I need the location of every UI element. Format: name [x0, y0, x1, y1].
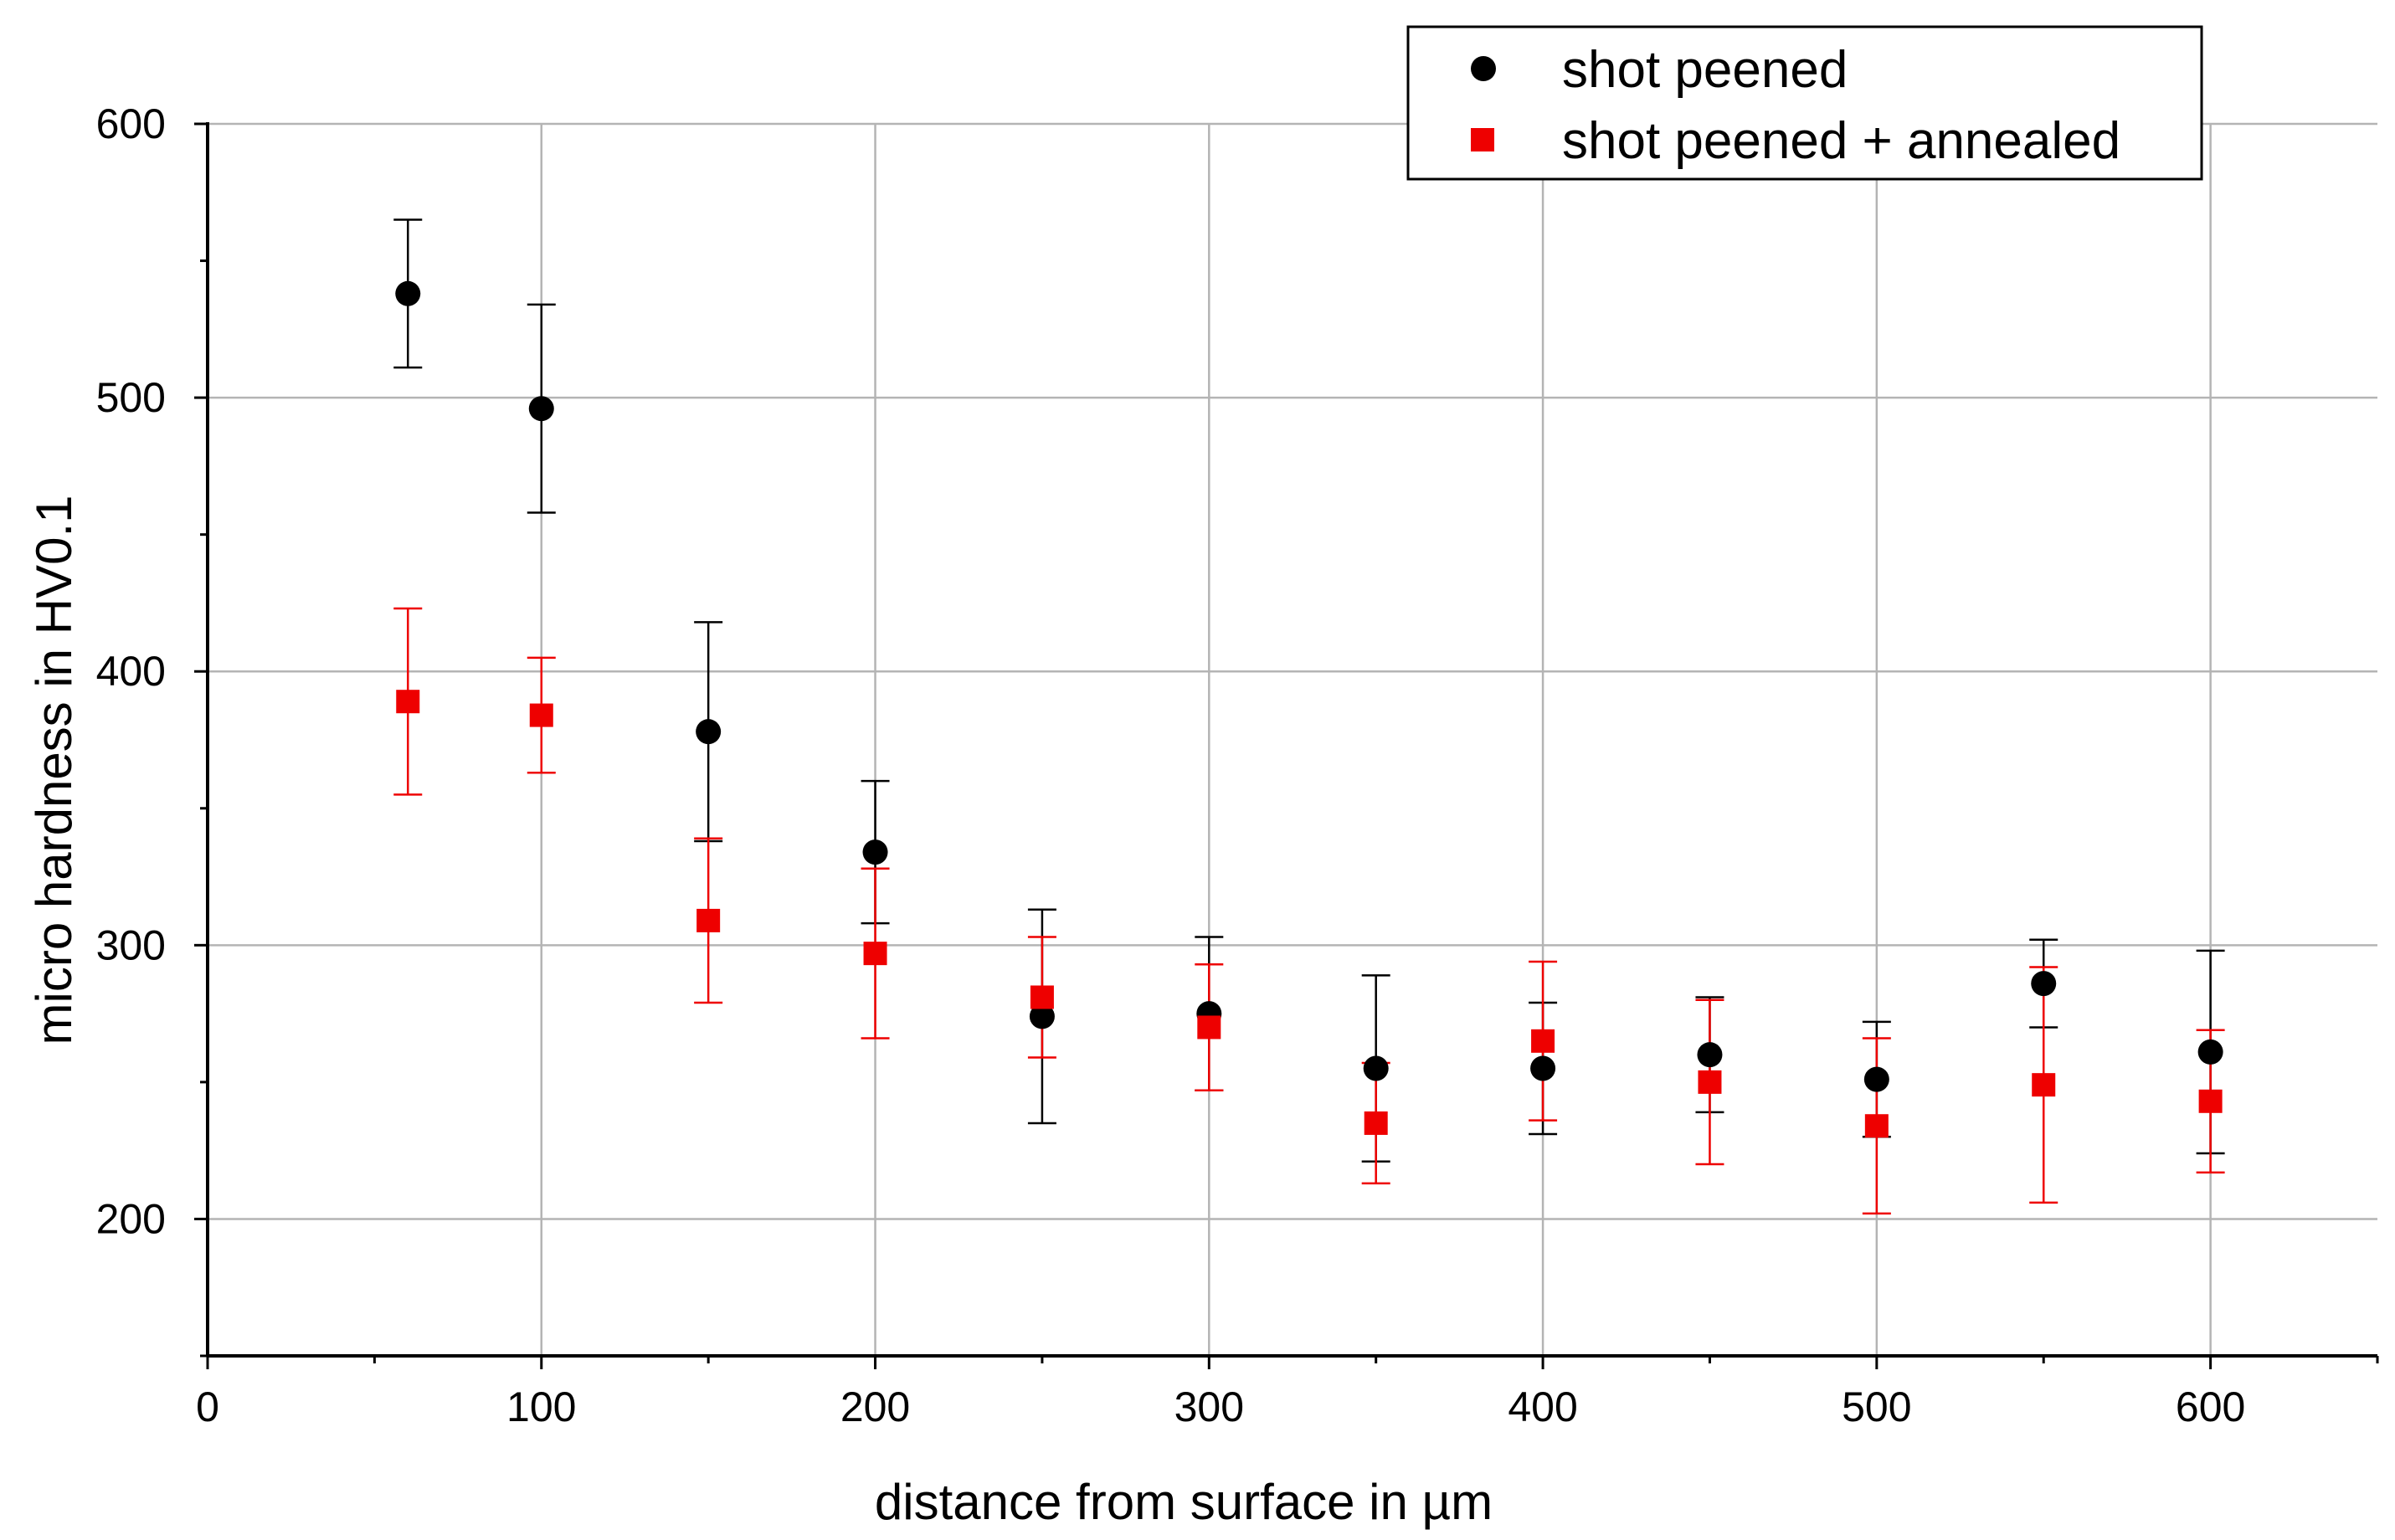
series-markers-0: [395, 280, 2223, 1092]
legend-label-shot-peened-annealed: shot peened + annealed: [1562, 112, 2120, 170]
y-tick-label: 500: [96, 374, 166, 421]
data-point-circle: [696, 719, 722, 745]
data-point-circle: [2197, 1039, 2223, 1065]
x-tick-label: 200: [840, 1383, 910, 1430]
series-markers-1: [396, 690, 2223, 1138]
tick-labels: 0 100 200 300 400 500 600 200 300 400 500 600: [96, 100, 2246, 1430]
data-point-square: [1698, 1070, 1722, 1094]
data-point-circle: [1863, 1066, 1889, 1092]
data-point-square: [2032, 1073, 2056, 1097]
legend-box: [1406, 25, 2203, 181]
data-point-circle: [1029, 1004, 1055, 1029]
x-tick-label: 600: [2176, 1383, 2245, 1430]
data-point-square: [863, 942, 887, 966]
data-point-circle: [1363, 1055, 1389, 1081]
legend-marker-shot-peened: [1471, 56, 1496, 81]
series-errorbars-1: [393, 607, 2225, 1215]
x-axis-title: distance from surface in µm: [875, 1474, 1493, 1530]
legend-marker-shot-peened-annealed: [1471, 128, 1494, 151]
data-series: [393, 218, 2225, 1215]
axes: [194, 122, 2379, 1369]
grid: [208, 122, 2377, 1356]
legend: shot peened shot peened + annealed: [1406, 25, 2203, 181]
data-point-circle: [1530, 1055, 1556, 1081]
data-point-square: [696, 908, 721, 932]
x-tick-label: 400: [1508, 1383, 1577, 1430]
data-point-circle: [528, 396, 554, 422]
data-point-square: [1364, 1111, 1388, 1135]
data-point-square: [529, 703, 553, 727]
x-tick-label: 0: [196, 1383, 219, 1430]
x-tick-label: 100: [506, 1383, 576, 1430]
data-point-circle: [2031, 971, 2057, 997]
data-point-square: [2198, 1089, 2223, 1113]
data-point-square: [1197, 1015, 1221, 1040]
data-point-square: [1030, 985, 1054, 1009]
series-errorbars-0: [393, 218, 2225, 1163]
y-tick-label: 600: [96, 100, 166, 147]
data-point-square: [1864, 1114, 1889, 1138]
y-tick-label: 200: [96, 1195, 166, 1242]
data-point-circle: [395, 280, 421, 306]
data-point-square: [396, 690, 420, 714]
y-axis-title: micro hardness in HV0.1: [26, 495, 82, 1045]
y-tick-label: 300: [96, 921, 166, 968]
y-tick-label: 400: [96, 648, 166, 695]
data-point-circle: [862, 839, 888, 865]
legend-label-shot-peened: shot peened: [1562, 41, 1848, 99]
x-tick-label: 500: [1842, 1383, 1911, 1430]
data-point-circle: [1697, 1042, 1723, 1068]
x-tick-label: 300: [1174, 1383, 1244, 1430]
data-point-square: [1531, 1029, 1555, 1053]
